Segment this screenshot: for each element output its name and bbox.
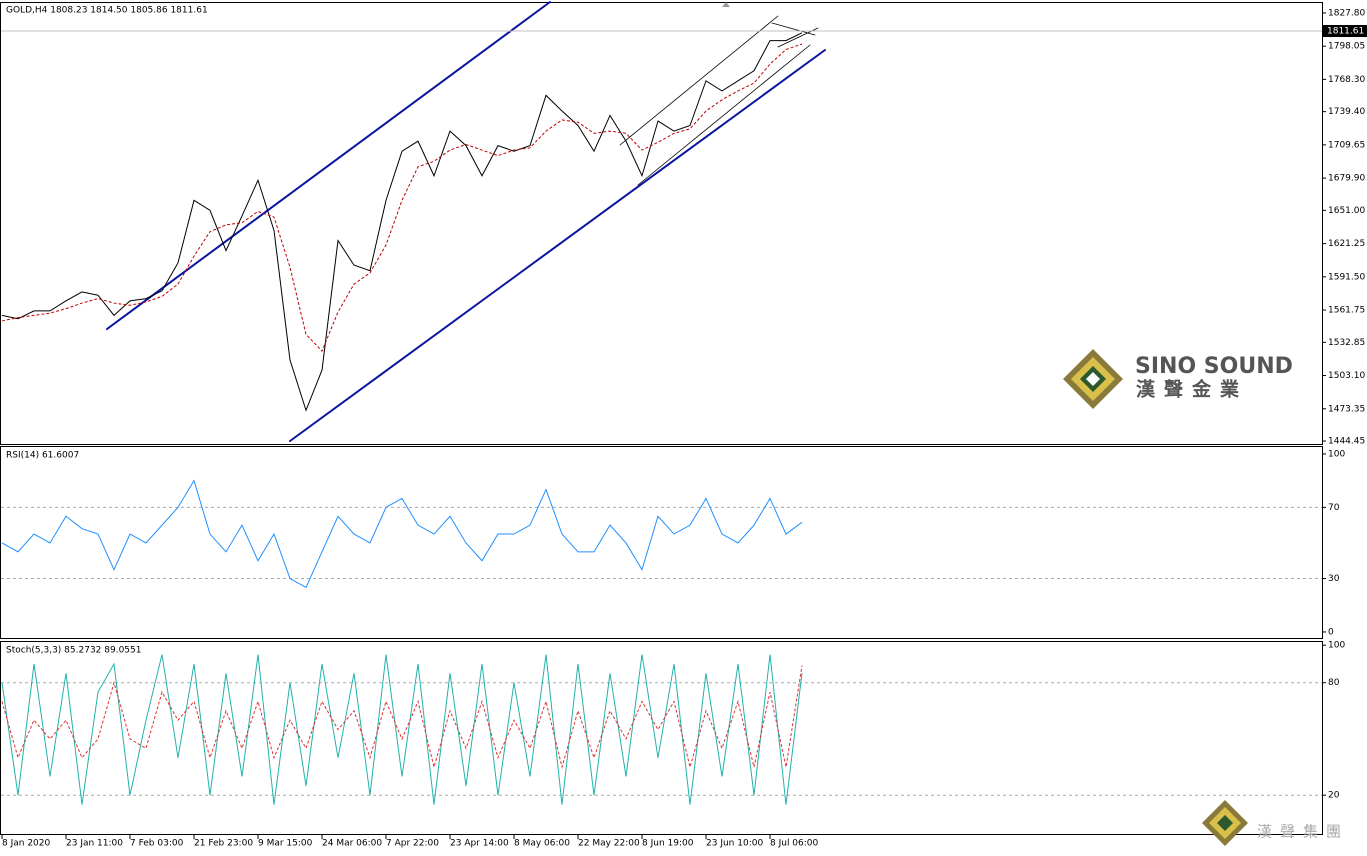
x-tick-label: 8 May 06:00: [514, 839, 570, 849]
x-tick-label: 23 Jan 11:00: [66, 839, 123, 849]
y-tick-label: 1739.40: [1328, 107, 1365, 117]
trend-line: [106, 1, 551, 330]
logo: SINO SOUND 漢聲金業 漢聲集團: [1063, 349, 1349, 846]
y-tick-label: 100: [1328, 449, 1345, 459]
last-price-box: [1323, 25, 1367, 38]
y-tick-label: 70: [1328, 503, 1340, 513]
footer-logo: [1217, 815, 1233, 831]
stoch-title: Stoch(5,3,3) 85.2732 89.0551: [6, 646, 141, 656]
y-tick-label: 100: [1328, 641, 1345, 651]
y-tick-label: 1621.25: [1328, 239, 1365, 249]
series-line: [1, 43, 803, 352]
x-tick-label: 22 May 22:00: [578, 839, 640, 849]
y-tick-label: 80: [1328, 678, 1340, 688]
series-line: [1, 479, 803, 589]
x-tick-label: 7 Apr 22:00: [386, 839, 439, 849]
x-tick-label: 23 Jun 10:00: [706, 839, 763, 849]
chart-title: GOLD,H4 1808.23 1814.50 1805.86 1811.61: [6, 6, 208, 16]
price-pane: [0, 2, 1323, 445]
rsi-pane: [0, 446, 1323, 639]
x-tick-label: 8 Jan 2020: [2, 839, 50, 849]
channel-line: [619, 15, 779, 146]
x-tick-label: 8 Jun 19:00: [642, 839, 694, 849]
x-tick-label: 9 Mar 15:00: [258, 839, 313, 849]
y-tick-label: 1473.35: [1328, 404, 1365, 414]
y-tick-label: 1768.30: [1328, 75, 1365, 85]
y-tick-label: 20: [1328, 791, 1340, 801]
shift-marker: [722, 2, 730, 7]
footer-brand: 漢聲集團: [1257, 823, 1349, 841]
y-tick-label: 1532.85: [1328, 338, 1365, 348]
y-tick-label: 1679.90: [1328, 174, 1365, 184]
y-tick-label: 1561.75: [1328, 306, 1365, 316]
x-tick-label: 21 Feb 23:00: [194, 839, 253, 849]
brand-name: SINO SOUND: [1135, 354, 1293, 379]
x-tick-label: 23 Apr 14:00: [450, 839, 509, 849]
last-price-label: 1811.61: [1327, 27, 1364, 37]
y-tick-label: 1591.50: [1328, 272, 1365, 282]
y-tick-label: 1798.05: [1328, 42, 1365, 52]
y-tick-label: 1709.65: [1328, 140, 1365, 150]
trend-line: [289, 49, 826, 442]
series-line: [1, 665, 803, 770]
x-tick-label: 7 Feb 03:00: [130, 839, 184, 849]
rsi-title: RSI(14) 61.6007: [6, 451, 79, 461]
series-line: [1, 654, 803, 805]
y-tick-label: 0: [1328, 627, 1334, 637]
brand-name-cn: 漢聲金業: [1136, 378, 1248, 401]
y-tick-label: 1827.80: [1328, 8, 1365, 18]
x-tick-label: 24 Mar 06:00: [322, 839, 382, 849]
x-tick-label: 8 Jul 06:00: [770, 839, 819, 849]
stoch-pane: [0, 641, 1323, 835]
y-tick-label: 1503.10: [1328, 371, 1365, 381]
channel-line: [637, 44, 811, 186]
y-tick-label: 30: [1328, 574, 1340, 584]
y-tick-label: 1444.45: [1328, 437, 1365, 447]
logo-diamond: [1086, 372, 1100, 386]
series-line: [1, 32, 803, 412]
y-tick-label: 1651.00: [1328, 206, 1365, 216]
trend-lines: [106, 1, 826, 442]
